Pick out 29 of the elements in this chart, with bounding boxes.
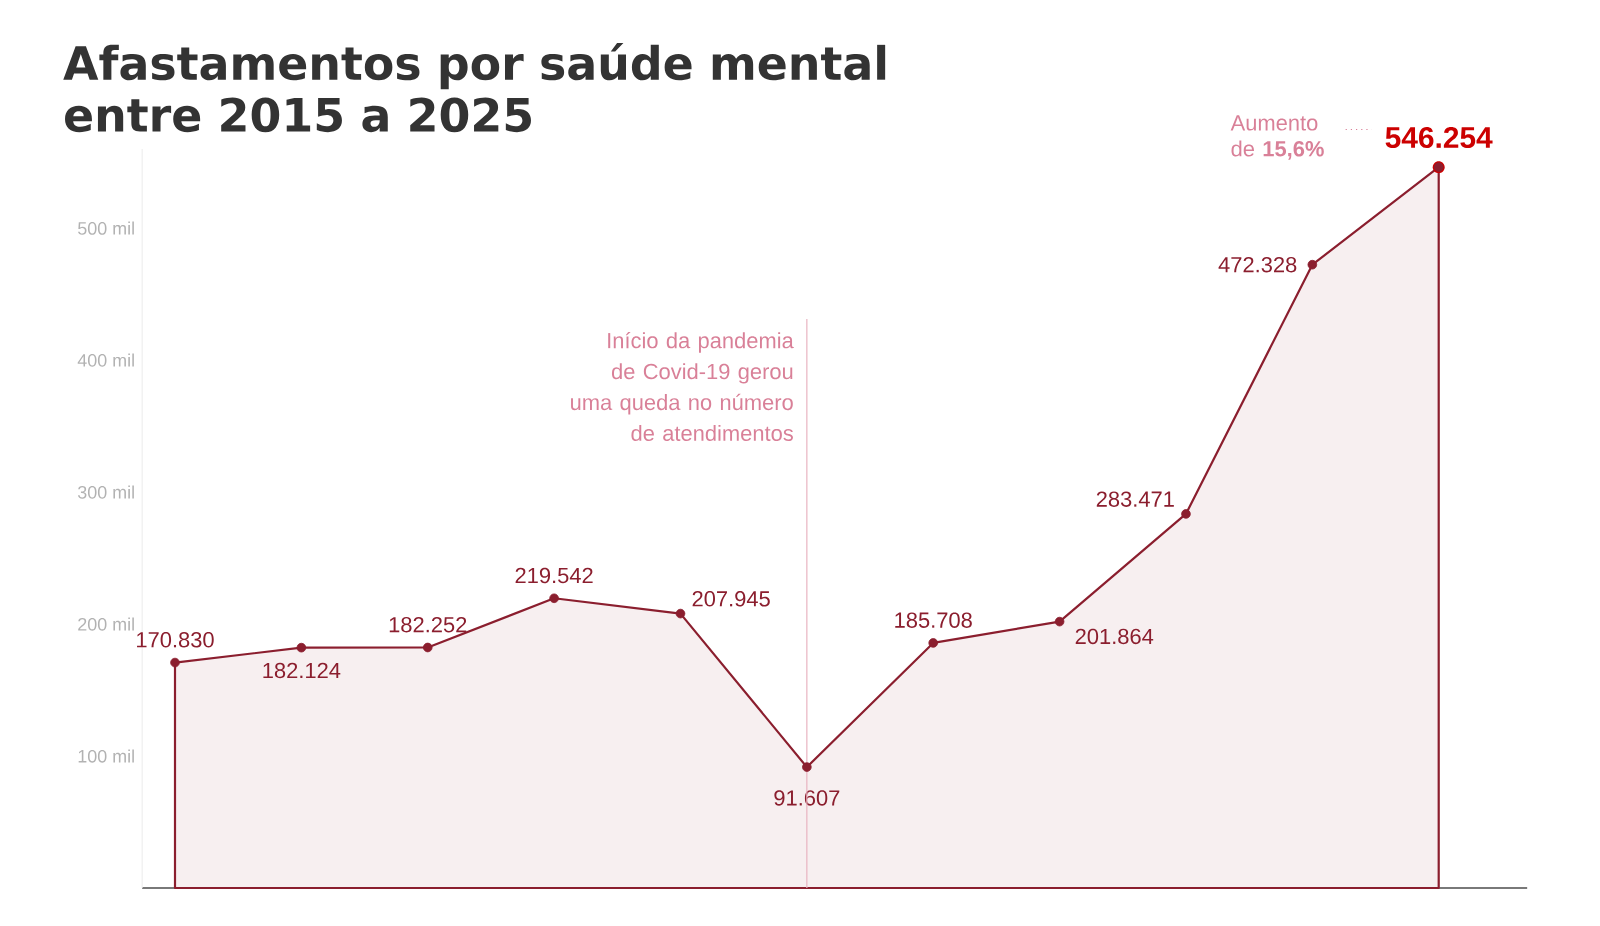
data-label: 185.708	[895, 612, 972, 628]
point	[1307, 259, 1318, 270]
data-label: 546.254	[1385, 126, 1493, 149]
data-label: 182.124	[263, 662, 341, 679]
chart-title: Afastamentos por saúde mental entre 2015 a 2025	[63, 43, 886, 133]
point	[170, 657, 180, 668]
data-label: 91.607	[774, 790, 840, 806]
point	[296, 642, 307, 653]
point	[928, 638, 939, 648]
data-label: 219.542	[515, 567, 593, 584]
data-label: 472.328	[1218, 256, 1297, 273]
y-tick-label: 300 mil	[77, 485, 134, 499]
y-tick-label: 100 mil	[78, 749, 134, 763]
data-label: 283.471	[1096, 491, 1174, 507]
point	[422, 642, 433, 653]
data-label: 170.830	[137, 632, 214, 648]
data-label: 201.864	[1075, 628, 1154, 645]
point	[802, 762, 812, 772]
data-label: 182.252	[389, 616, 467, 633]
point	[1181, 509, 1191, 519]
annotation: Início da pandemia de Covid-19 gerou uma queda no número de atendimentos	[571, 332, 794, 442]
y-tick-label: 200 mil	[78, 617, 134, 631]
point	[549, 593, 559, 604]
data-label: 207.945	[692, 591, 770, 607]
y-tick-label: 400 mil	[77, 353, 134, 367]
annotation: Aumento de 15,6%	[1230, 115, 1324, 160]
point	[675, 608, 686, 619]
y-tick-label: 500 mil	[78, 221, 134, 235]
point	[1054, 616, 1065, 627]
